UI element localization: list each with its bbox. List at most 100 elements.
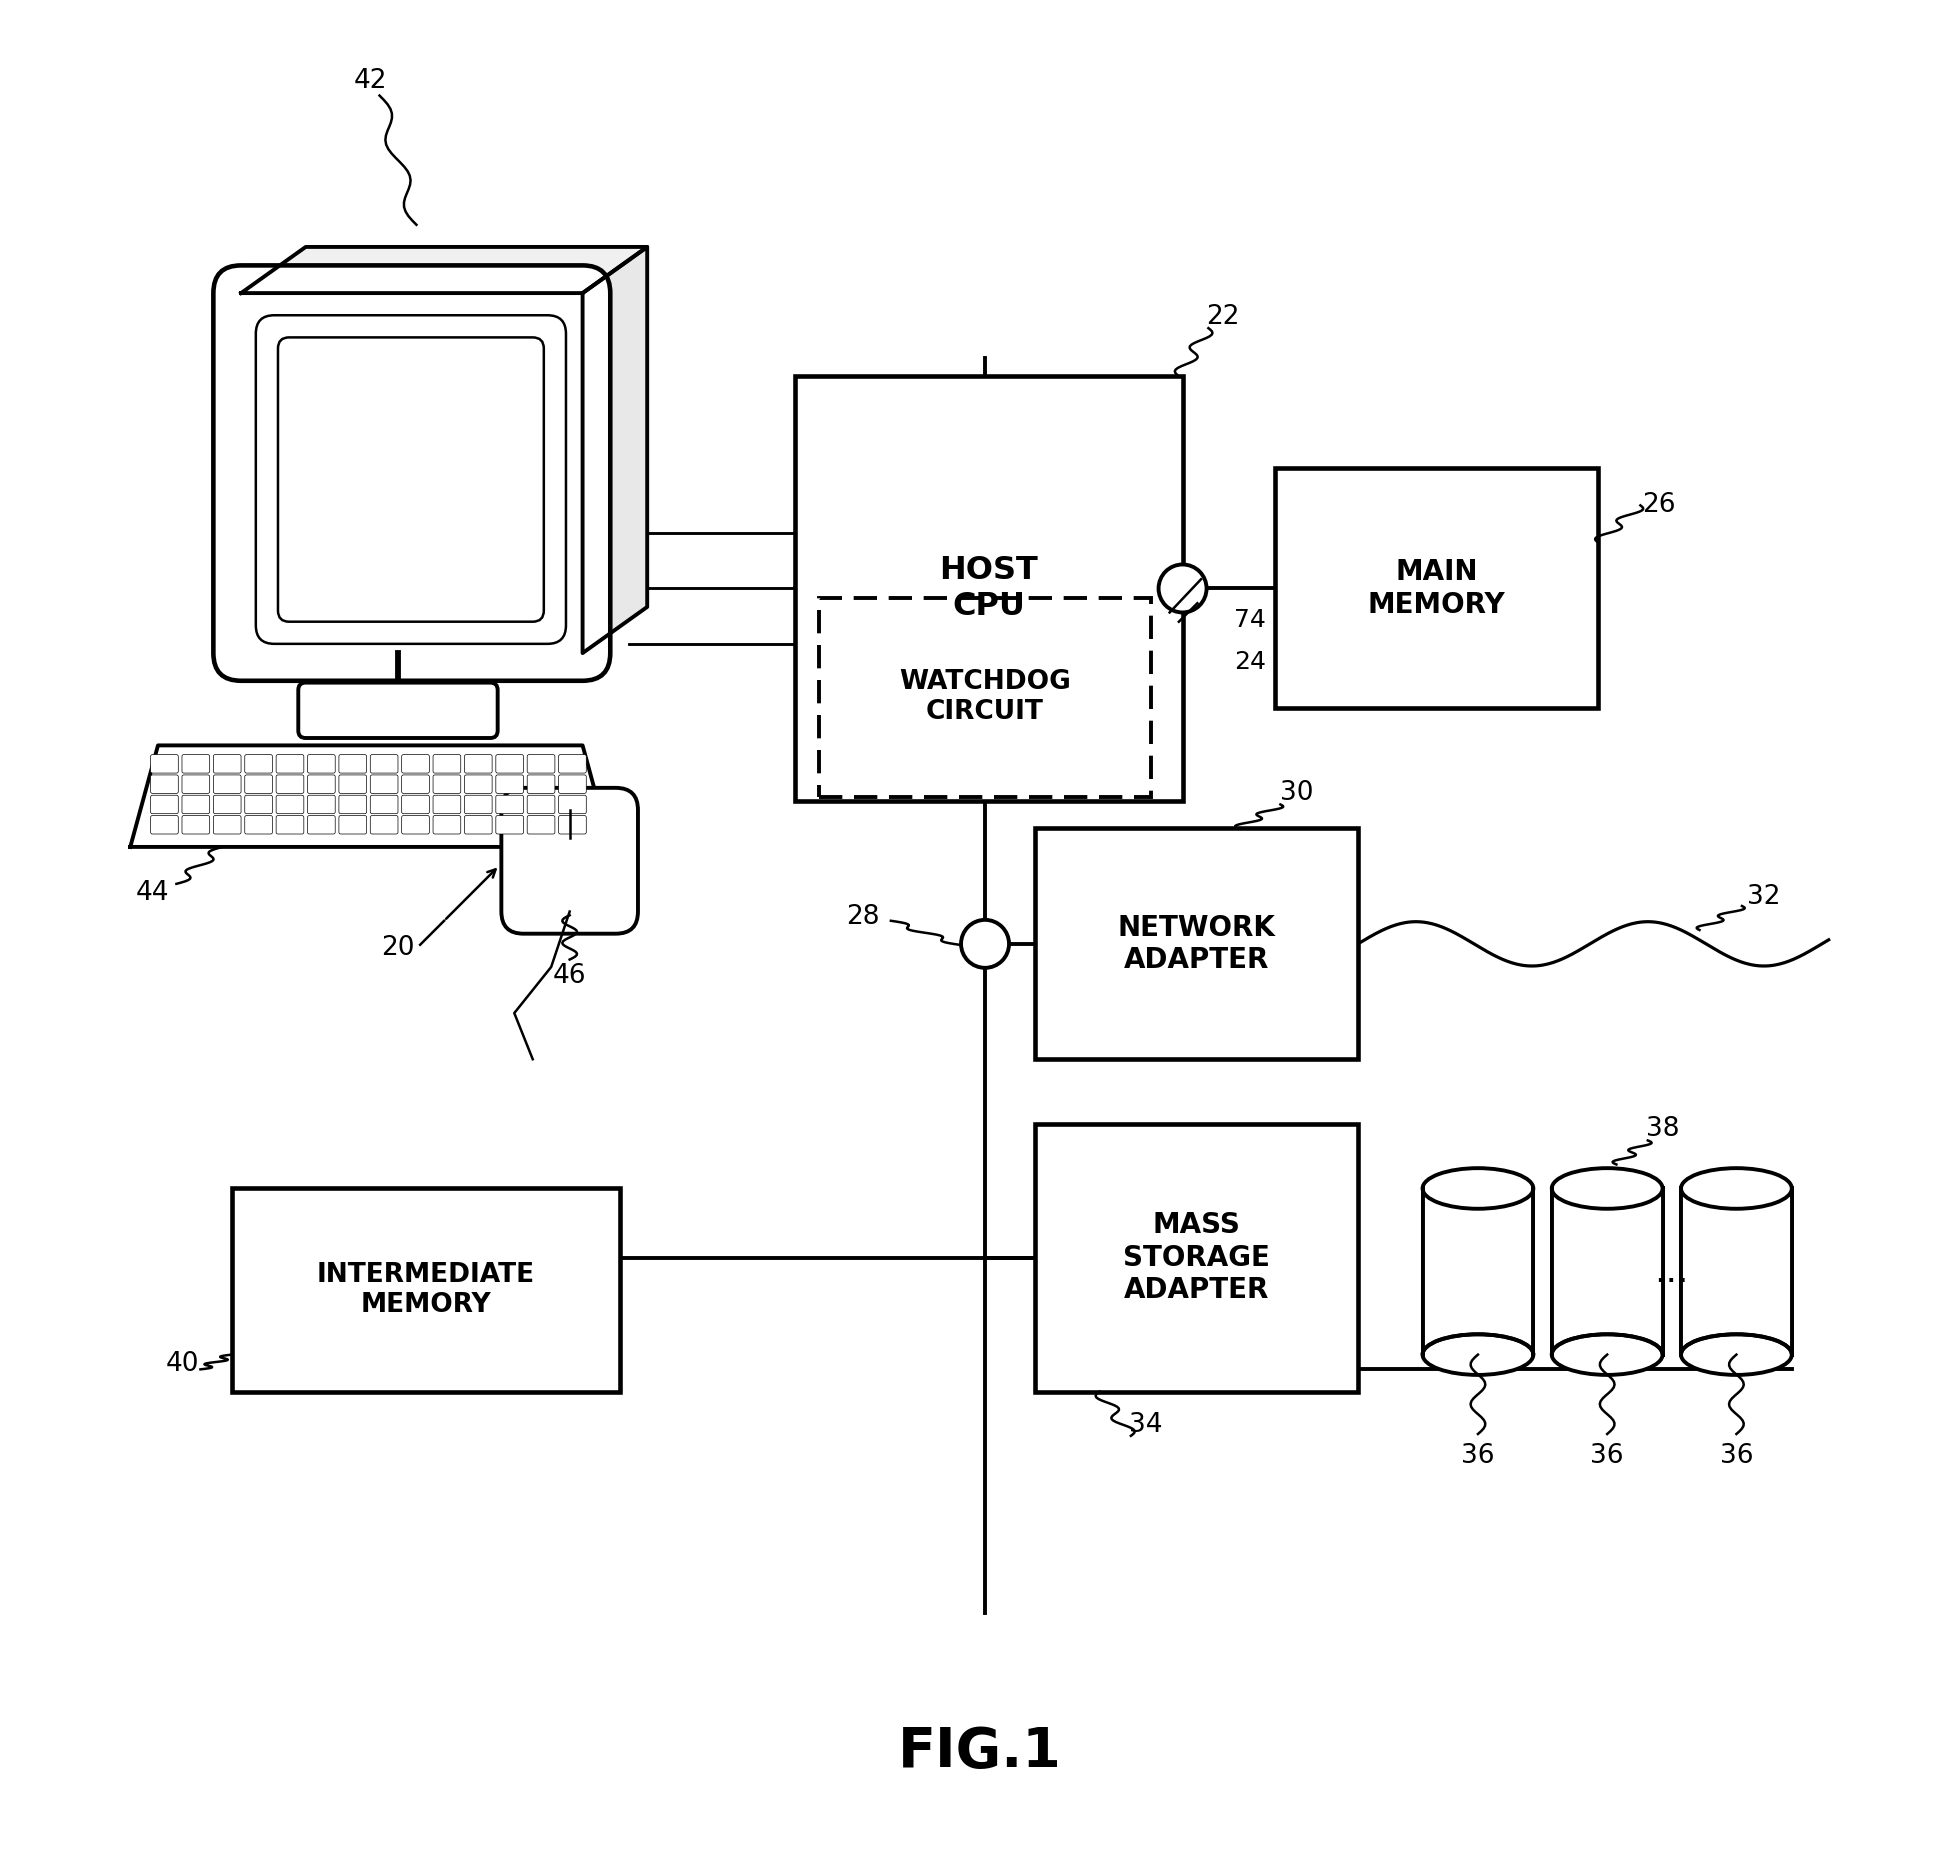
Bar [1034,828,1358,1058]
Polygon shape [131,746,611,846]
FancyBboxPatch shape [558,796,586,813]
Text: 36: 36 [1461,1443,1495,1469]
FancyBboxPatch shape [527,815,554,833]
FancyBboxPatch shape [370,815,398,833]
FancyBboxPatch shape [182,776,210,794]
Text: 36: 36 [1591,1443,1624,1469]
FancyBboxPatch shape [308,755,335,774]
FancyBboxPatch shape [339,755,366,774]
FancyBboxPatch shape [214,776,241,794]
FancyBboxPatch shape [433,796,460,813]
Text: HOST
CPU: HOST CPU [940,554,1038,621]
FancyBboxPatch shape [496,776,523,794]
Text: 34: 34 [1128,1412,1162,1438]
Text: 36: 36 [1720,1443,1753,1469]
FancyBboxPatch shape [308,776,335,794]
FancyBboxPatch shape [558,776,586,794]
FancyBboxPatch shape [558,755,586,774]
Bar [231,1189,619,1391]
FancyBboxPatch shape [339,796,366,813]
Bar [1552,1189,1663,1354]
Text: FIG.1: FIG.1 [897,1724,1062,1778]
FancyBboxPatch shape [433,815,460,833]
FancyBboxPatch shape [308,796,335,813]
FancyBboxPatch shape [464,755,492,774]
Text: 38: 38 [1646,1116,1679,1142]
FancyBboxPatch shape [151,776,178,794]
FancyBboxPatch shape [214,796,241,813]
Text: 40: 40 [165,1350,198,1376]
Ellipse shape [1422,1334,1534,1375]
Text: 42: 42 [353,67,388,93]
FancyBboxPatch shape [276,796,304,813]
FancyBboxPatch shape [214,755,241,774]
Text: WATCHDOG
CIRCUIT: WATCHDOG CIRCUIT [899,670,1072,725]
FancyBboxPatch shape [402,776,429,794]
FancyBboxPatch shape [370,755,398,774]
FancyBboxPatch shape [496,755,523,774]
FancyBboxPatch shape [527,755,554,774]
FancyBboxPatch shape [151,815,178,833]
Bar [819,597,1152,798]
Ellipse shape [1552,1168,1663,1209]
FancyBboxPatch shape [245,776,272,794]
Circle shape [962,921,1009,967]
FancyBboxPatch shape [308,815,335,833]
Polygon shape [582,247,646,653]
FancyBboxPatch shape [151,796,178,813]
FancyBboxPatch shape [214,815,241,833]
Circle shape [1158,564,1207,612]
FancyBboxPatch shape [276,776,304,794]
FancyBboxPatch shape [464,776,492,794]
FancyBboxPatch shape [182,796,210,813]
Text: 20: 20 [382,936,415,962]
Polygon shape [241,247,646,294]
Ellipse shape [1422,1168,1534,1209]
FancyBboxPatch shape [370,796,398,813]
FancyBboxPatch shape [257,314,566,644]
Text: MAIN
MEMORY: MAIN MEMORY [1367,558,1505,619]
Text: 46: 46 [552,963,586,990]
FancyBboxPatch shape [402,815,429,833]
Text: 22: 22 [1207,303,1240,329]
FancyBboxPatch shape [433,755,460,774]
FancyBboxPatch shape [214,266,611,681]
Text: ...: ... [1655,1254,1689,1289]
FancyBboxPatch shape [245,755,272,774]
FancyBboxPatch shape [182,755,210,774]
FancyBboxPatch shape [433,776,460,794]
FancyBboxPatch shape [402,796,429,813]
Bar [1681,1189,1792,1354]
FancyBboxPatch shape [402,755,429,774]
Text: 74: 74 [1234,608,1266,632]
Text: 26: 26 [1642,493,1675,519]
FancyBboxPatch shape [464,815,492,833]
Bar [1275,469,1599,709]
Text: 30: 30 [1281,781,1314,807]
FancyBboxPatch shape [527,796,554,813]
Text: MASS
STORAGE
ADAPTER: MASS STORAGE ADAPTER [1123,1211,1269,1304]
Bar [1034,1123,1358,1391]
Text: 24: 24 [1234,651,1266,675]
FancyBboxPatch shape [182,815,210,833]
Text: NETWORK
ADAPTER: NETWORK ADAPTER [1117,913,1275,975]
FancyBboxPatch shape [496,796,523,813]
FancyBboxPatch shape [339,815,366,833]
FancyBboxPatch shape [276,815,304,833]
FancyBboxPatch shape [370,776,398,794]
Bar [795,376,1183,802]
FancyBboxPatch shape [527,776,554,794]
FancyBboxPatch shape [278,337,545,621]
Text: 32: 32 [1747,884,1781,910]
Ellipse shape [1681,1168,1792,1209]
FancyBboxPatch shape [151,755,178,774]
Text: 28: 28 [846,904,880,930]
FancyBboxPatch shape [502,789,639,934]
FancyBboxPatch shape [558,815,586,833]
FancyBboxPatch shape [496,815,523,833]
Text: 44: 44 [135,880,168,906]
Text: INTERMEDIATE
MEMORY: INTERMEDIATE MEMORY [317,1261,535,1319]
FancyBboxPatch shape [464,796,492,813]
FancyBboxPatch shape [339,776,366,794]
FancyBboxPatch shape [245,815,272,833]
